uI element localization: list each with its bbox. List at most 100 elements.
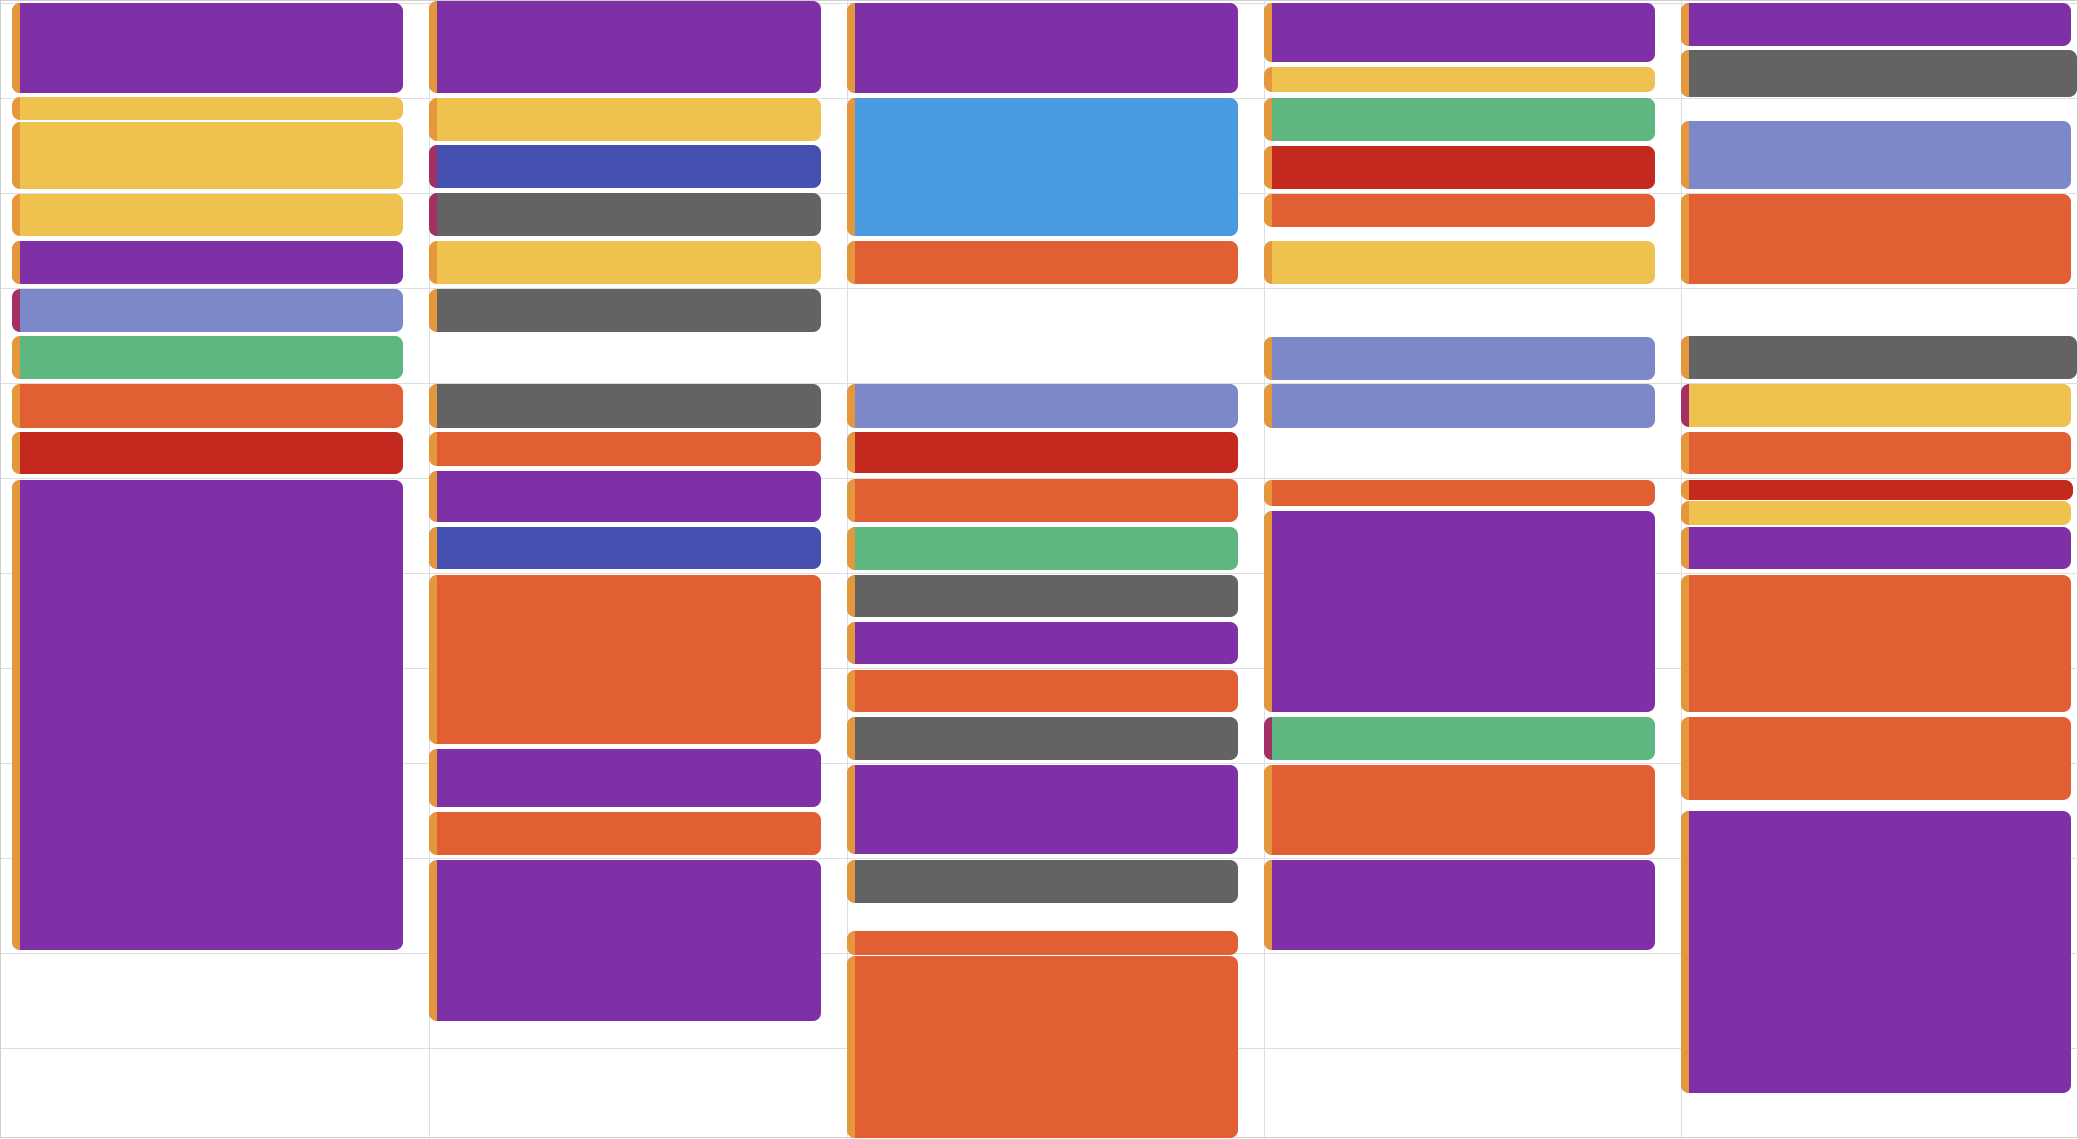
time-gridline (1, 763, 2078, 764)
calendar-event[interactable] (847, 931, 1238, 955)
calendar-event[interactable] (1681, 480, 2073, 500)
event-color-accent (847, 956, 855, 1138)
event-color-accent (12, 480, 20, 950)
event-color-accent (847, 931, 855, 955)
calendar-event[interactable] (847, 956, 1238, 1138)
calendar-event[interactable] (429, 145, 821, 188)
calendar-event[interactable] (1681, 717, 2071, 800)
event-color-accent (12, 384, 20, 428)
event-color-accent (847, 527, 855, 570)
event-color-accent (429, 1, 437, 93)
calendar-event[interactable] (1264, 480, 1655, 506)
calendar-event[interactable] (12, 384, 403, 428)
event-color-accent (429, 812, 437, 855)
event-color-accent (1681, 3, 1689, 46)
calendar-event[interactable] (847, 527, 1238, 570)
calendar-event[interactable] (847, 3, 1238, 93)
calendar-event[interactable] (1681, 336, 2077, 379)
event-color-accent (847, 622, 855, 664)
event-color-accent (847, 860, 855, 903)
calendar-event[interactable] (847, 479, 1238, 522)
calendar-event[interactable] (1681, 194, 2071, 284)
calendar-event[interactable] (1681, 121, 2071, 189)
calendar-event[interactable] (847, 622, 1238, 664)
event-color-accent (1264, 3, 1272, 62)
event-color-accent (1264, 194, 1272, 227)
calendar-event[interactable] (1264, 765, 1655, 855)
event-color-accent (1681, 501, 1689, 525)
event-color-accent (429, 527, 437, 569)
calendar-event[interactable] (1264, 98, 1655, 141)
event-color-accent (1681, 717, 1689, 800)
event-color-accent (1264, 860, 1272, 950)
event-color-accent (429, 384, 437, 428)
calendar-event[interactable] (429, 289, 821, 332)
calendar-event[interactable] (847, 98, 1238, 236)
calendar-event[interactable] (1681, 527, 2071, 569)
time-gridline (1, 668, 2078, 669)
calendar-event[interactable] (847, 670, 1238, 712)
event-color-accent (1264, 480, 1272, 506)
calendar-event[interactable] (1681, 432, 2071, 474)
calendar-event[interactable] (12, 241, 403, 284)
calendar-event[interactable] (1681, 384, 2071, 427)
calendar-event[interactable] (847, 432, 1238, 473)
calendar-event[interactable] (12, 480, 403, 950)
calendar-event[interactable] (429, 432, 821, 466)
calendar-event[interactable] (1264, 67, 1655, 92)
event-color-accent (1681, 480, 1689, 500)
day-column-divider (1681, 1, 1682, 1139)
calendar-event[interactable] (1264, 511, 1655, 712)
calendar-event[interactable] (847, 575, 1238, 617)
calendar-event[interactable] (1264, 241, 1655, 284)
calendar-event[interactable] (1681, 575, 2071, 712)
calendar-event[interactable] (429, 193, 821, 236)
calendar-event[interactable] (1681, 501, 2071, 525)
calendar-event[interactable] (429, 98, 821, 141)
event-color-accent (12, 289, 20, 332)
calendar-event[interactable] (847, 765, 1238, 854)
event-color-accent (429, 471, 437, 522)
event-color-accent (12, 194, 20, 236)
calendar-event[interactable] (12, 122, 403, 189)
event-color-accent (429, 193, 437, 236)
event-color-accent (847, 98, 855, 236)
calendar-event[interactable] (847, 241, 1238, 284)
calendar-event[interactable] (429, 749, 821, 807)
calendar-event[interactable] (847, 717, 1238, 760)
calendar-event[interactable] (429, 812, 821, 855)
calendar-event[interactable] (1264, 337, 1655, 380)
event-color-accent (12, 97, 20, 120)
event-color-accent (429, 749, 437, 807)
calendar-event[interactable] (12, 194, 403, 236)
calendar-event[interactable] (429, 575, 821, 744)
time-gridline (1, 478, 2078, 479)
calendar-event[interactable] (429, 1, 821, 93)
calendar-event[interactable] (1264, 860, 1655, 950)
calendar-event[interactable] (1264, 717, 1655, 760)
calendar-event[interactable] (1681, 811, 2071, 1093)
calendar-event[interactable] (1264, 3, 1655, 62)
calendar-event[interactable] (12, 289, 403, 332)
event-color-accent (429, 145, 437, 188)
calendar-event[interactable] (1264, 146, 1655, 189)
calendar-event[interactable] (429, 241, 821, 284)
calendar-event[interactable] (429, 384, 821, 428)
calendar-event[interactable] (847, 384, 1238, 428)
calendar-event[interactable] (1264, 194, 1655, 227)
calendar-event[interactable] (429, 527, 821, 569)
calendar-event[interactable] (1681, 50, 2077, 97)
calendar-event[interactable] (12, 3, 403, 93)
calendar-event[interactable] (1681, 3, 2071, 46)
event-color-accent (1681, 811, 1689, 1093)
calendar-event[interactable] (847, 860, 1238, 903)
event-color-accent (1264, 67, 1272, 92)
calendar-event[interactable] (12, 336, 403, 379)
calendar-event[interactable] (1264, 384, 1655, 428)
event-color-accent (1264, 146, 1272, 189)
calendar-event[interactable] (429, 471, 821, 522)
calendar-event[interactable] (12, 432, 403, 474)
calendar-event[interactable] (12, 97, 403, 120)
calendar-event[interactable] (429, 860, 821, 1021)
event-color-accent (429, 432, 437, 466)
